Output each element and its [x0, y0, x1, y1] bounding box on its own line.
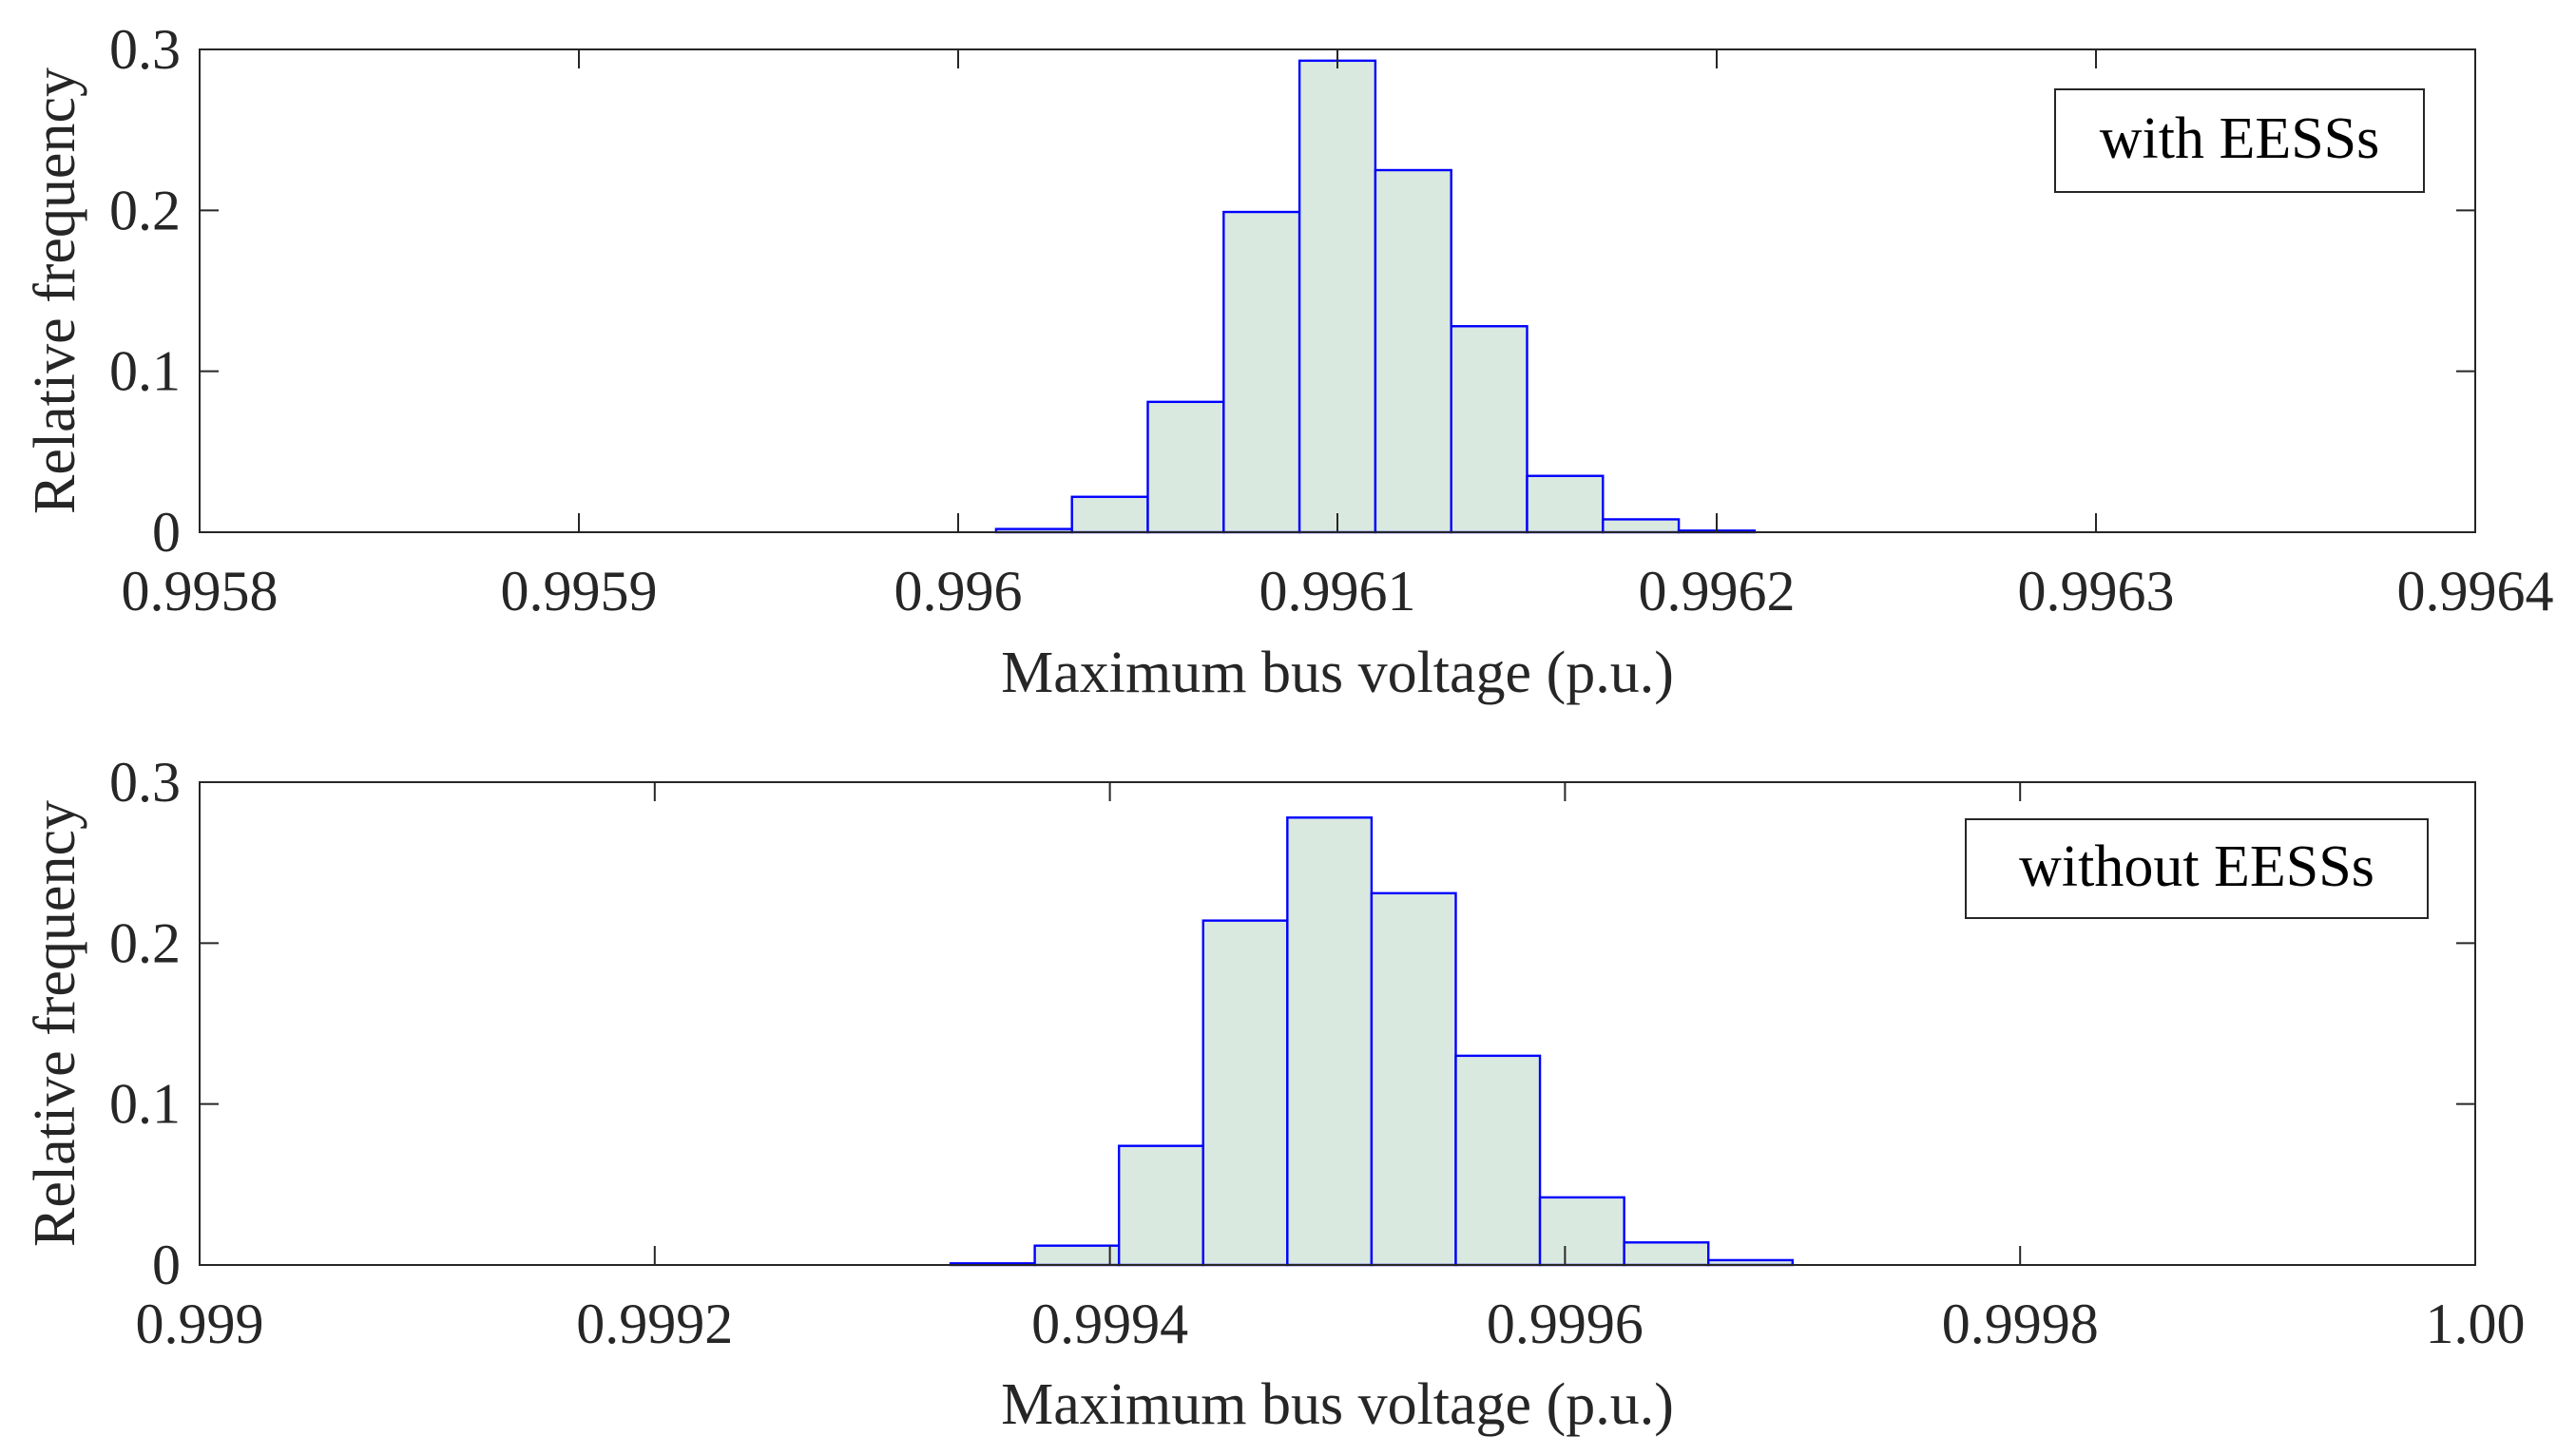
histogram-bar	[1538, 1196, 1625, 1267]
histogram-bar	[1298, 59, 1377, 534]
x-tick-label: 0.9962	[1639, 560, 1796, 623]
y-tick-label: 0	[152, 501, 181, 564]
x-tick-label: 0.996	[894, 560, 1023, 623]
bars-bottom	[949, 816, 1794, 1267]
histogram-bar	[1033, 1244, 1121, 1267]
legend-label-top: with EESSs	[2100, 106, 2380, 171]
x-tick-label: 0.9958	[122, 560, 279, 623]
x-tick-label: 0.9996	[1487, 1293, 1644, 1355]
y-tick-label: 0.1	[109, 340, 181, 403]
x-tick-label: 0.999	[136, 1293, 264, 1355]
x-ticks-top: 0.9958 0.9959 0.996 0.9961 0.9962 0.9963 0.996…	[122, 49, 2554, 623]
y-tick-label: 0.3	[109, 18, 181, 81]
legend-label-bottom: without EESSs	[2019, 834, 2374, 899]
histogram-bar	[1623, 1241, 1710, 1267]
x-ticks-bottom: 0.999 0.9992 0.9994 0.9996 0.9998 1.00	[136, 782, 2526, 1355]
panel-without-eess: 0.999 0.9992 0.9994 0.9996 0.9998 1.00 00.10.…	[23, 751, 2526, 1437]
histogram-bar	[1602, 518, 1681, 534]
histogram-bar	[1370, 891, 1457, 1267]
y-ticks-bottom: 0 0.1 0.2 0.3	[109, 751, 2475, 1296]
x-axis-label-top: Maximum bus voltage (p.u.)	[1001, 641, 1674, 705]
histogram-bar	[1146, 400, 1225, 534]
y-tick-label: 0.2	[109, 179, 181, 241]
x-tick-label: 0.9963	[2018, 560, 2175, 623]
y-axis-label-bottom: Relative frequency	[23, 800, 87, 1247]
histogram-bar	[1374, 168, 1452, 534]
histogram-bar	[1450, 325, 1528, 534]
y-tick-label: 0	[152, 1234, 181, 1296]
y-tick-label: 0.1	[109, 1073, 181, 1136]
histogram-bar	[1222, 210, 1301, 534]
bars-top	[994, 59, 1757, 534]
histogram-bar	[1201, 919, 1289, 1267]
x-tick-label: 0.9959	[501, 560, 658, 623]
x-axis-label-bottom: Maximum bus voltage (p.u.)	[1001, 1372, 1674, 1437]
x-tick-label: 0.9992	[576, 1293, 733, 1355]
x-tick-label: 0.9998	[1942, 1293, 2099, 1355]
histogram-bar	[1286, 816, 1374, 1267]
legend-top: with EESSs	[2054, 88, 2425, 193]
legend-box-bottom	[1965, 818, 2429, 919]
y-tick-label: 0.2	[109, 911, 181, 974]
y-ticks-top: 0 0.1 0.2 0.3	[109, 18, 2475, 564]
y-axis-label-top: Relative frequency	[23, 67, 87, 514]
histogram-bar	[1117, 1144, 1204, 1267]
x-tick-label: 0.9964	[2397, 560, 2554, 623]
legend-box-top	[2054, 88, 2425, 193]
x-tick-label: 0.9994	[1031, 1293, 1188, 1355]
x-tick-label: 0.9961	[1259, 560, 1416, 623]
legend-bottom: without EESSs	[1965, 818, 2429, 919]
y-tick-label: 0.3	[109, 751, 181, 814]
histogram-bar	[1454, 1054, 1542, 1267]
plot-area-frame-bottom	[199, 781, 2476, 1266]
histogram-bar	[1526, 474, 1605, 534]
x-tick-label: 1.00	[2426, 1293, 2526, 1355]
histogram-bar	[1070, 495, 1149, 534]
